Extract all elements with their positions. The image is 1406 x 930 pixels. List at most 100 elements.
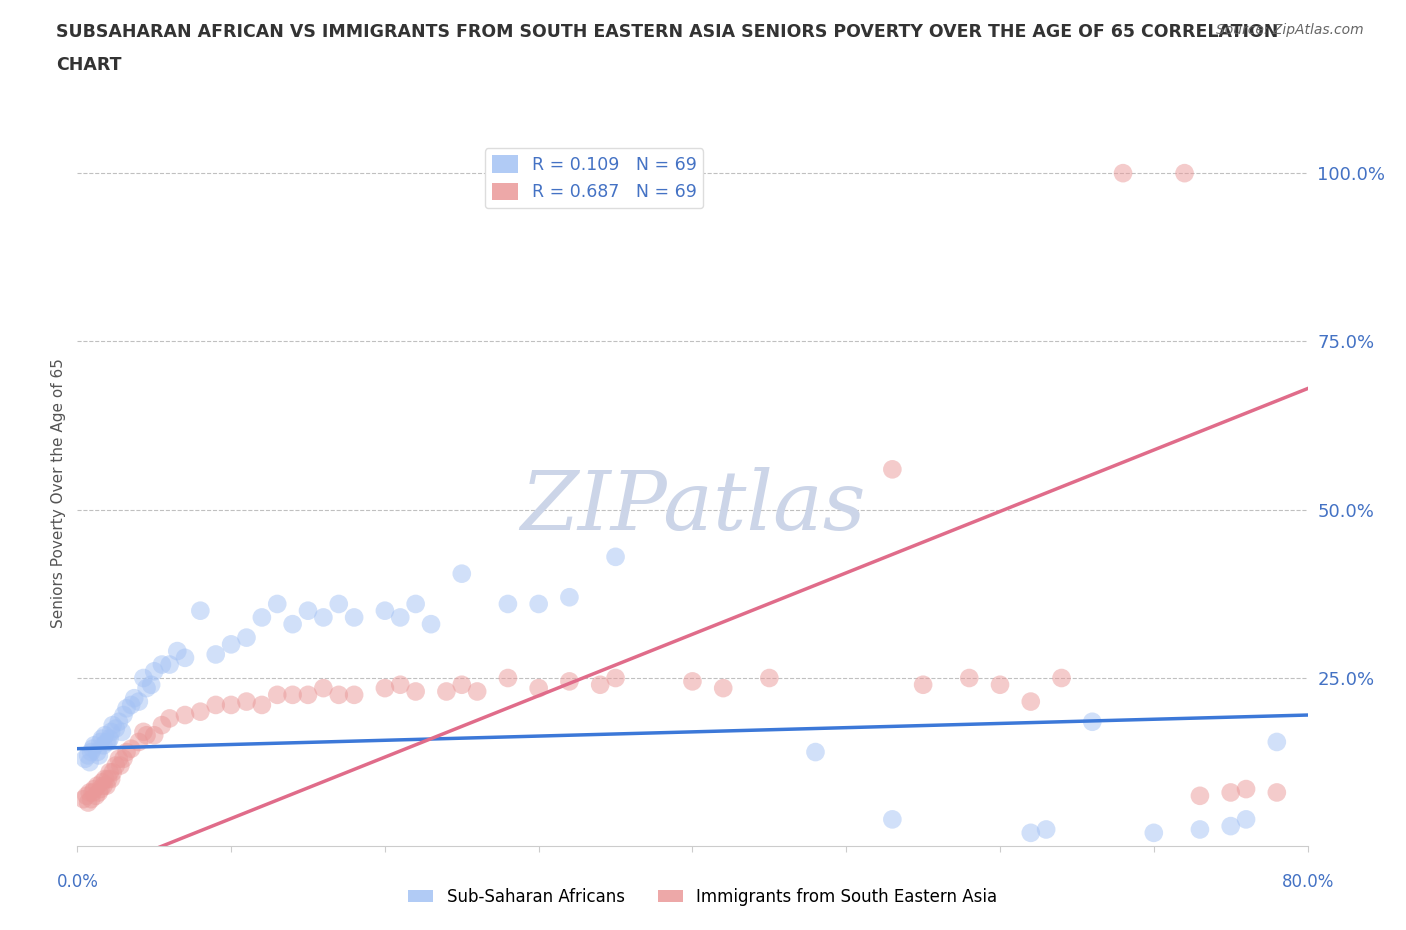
Point (297, 687, 319, 702)
Point (235, 694, 257, 709)
Point (281, 687, 304, 702)
Point (188, 604, 212, 618)
Point (558, 590, 581, 604)
Point (312, 610, 335, 625)
Point (882, 812, 904, 827)
Text: 80.0%: 80.0% (1281, 872, 1334, 891)
Point (82, 741, 104, 756)
Point (101, 764, 124, 779)
Point (135, 728, 157, 743)
Point (1234, 812, 1257, 827)
Point (89, 781, 111, 796)
Point (450, 566, 472, 581)
Point (250, 698, 273, 712)
Point (135, 681, 157, 696)
Text: CHART: CHART (56, 56, 122, 73)
Point (1174, 166, 1197, 180)
Point (682, 674, 704, 689)
Point (98, 764, 121, 779)
Point (266, 596, 288, 611)
Y-axis label: Seniors Poverty Over the Age of 65: Seniors Poverty Over the Age of 65 (51, 358, 66, 628)
Point (93, 778, 115, 793)
Point (219, 698, 242, 712)
Point (374, 681, 396, 696)
Point (758, 671, 780, 685)
Point (1081, 714, 1104, 729)
Point (112, 751, 135, 766)
Point (1234, 781, 1257, 796)
Point (405, 596, 427, 611)
Point (1188, 789, 1211, 804)
Point (496, 596, 519, 611)
Point (328, 687, 350, 702)
Point (83, 737, 105, 752)
Point (527, 681, 550, 696)
Point (159, 658, 181, 672)
Point (1265, 785, 1288, 800)
Point (128, 735, 150, 750)
Point (405, 684, 427, 699)
Point (1035, 822, 1057, 837)
Point (86, 778, 108, 793)
Point (235, 631, 257, 645)
Point (141, 677, 163, 692)
Point (988, 677, 1011, 692)
Point (143, 728, 166, 743)
Point (204, 647, 226, 662)
Point (90, 731, 114, 746)
Point (82, 785, 104, 800)
Point (111, 724, 134, 739)
Point (882, 462, 904, 477)
Point (159, 711, 181, 725)
Point (1265, 735, 1288, 750)
Point (1112, 166, 1135, 180)
Point (465, 684, 488, 699)
Point (1050, 671, 1073, 685)
Point (436, 684, 458, 699)
Point (143, 664, 166, 679)
Point (912, 677, 935, 692)
Point (115, 701, 138, 716)
Point (1219, 785, 1241, 800)
Point (80, 791, 103, 806)
Point (86, 745, 108, 760)
Text: Source: ZipAtlas.com: Source: ZipAtlas.com (1216, 23, 1364, 37)
Point (1019, 694, 1042, 709)
Point (605, 550, 627, 565)
Point (389, 610, 412, 625)
Point (83, 781, 105, 796)
Point (174, 650, 197, 665)
Legend: Sub-Saharan Africans, Immigrants from South Eastern Asia: Sub-Saharan Africans, Immigrants from So… (402, 881, 1004, 912)
Point (94, 772, 117, 787)
Point (94, 728, 117, 743)
Point (97, 735, 120, 750)
Point (150, 658, 173, 672)
Text: 0.0%: 0.0% (56, 872, 98, 891)
Point (104, 721, 127, 736)
Point (297, 604, 319, 618)
Point (98, 731, 121, 746)
Point (79, 785, 101, 800)
Point (343, 687, 366, 702)
Point (250, 610, 273, 625)
Point (957, 671, 980, 685)
Point (72, 791, 94, 806)
Point (110, 758, 132, 773)
Point (527, 596, 550, 611)
Point (89, 735, 111, 750)
Point (93, 737, 115, 752)
Point (496, 671, 519, 685)
Point (1019, 826, 1042, 841)
Point (128, 694, 150, 709)
Point (76, 789, 98, 804)
Point (108, 751, 131, 766)
Point (101, 718, 124, 733)
Point (374, 604, 396, 618)
Point (97, 772, 120, 787)
Point (120, 741, 142, 756)
Point (100, 772, 122, 787)
Point (312, 681, 335, 696)
Point (77, 748, 100, 763)
Point (132, 724, 155, 739)
Point (188, 704, 212, 719)
